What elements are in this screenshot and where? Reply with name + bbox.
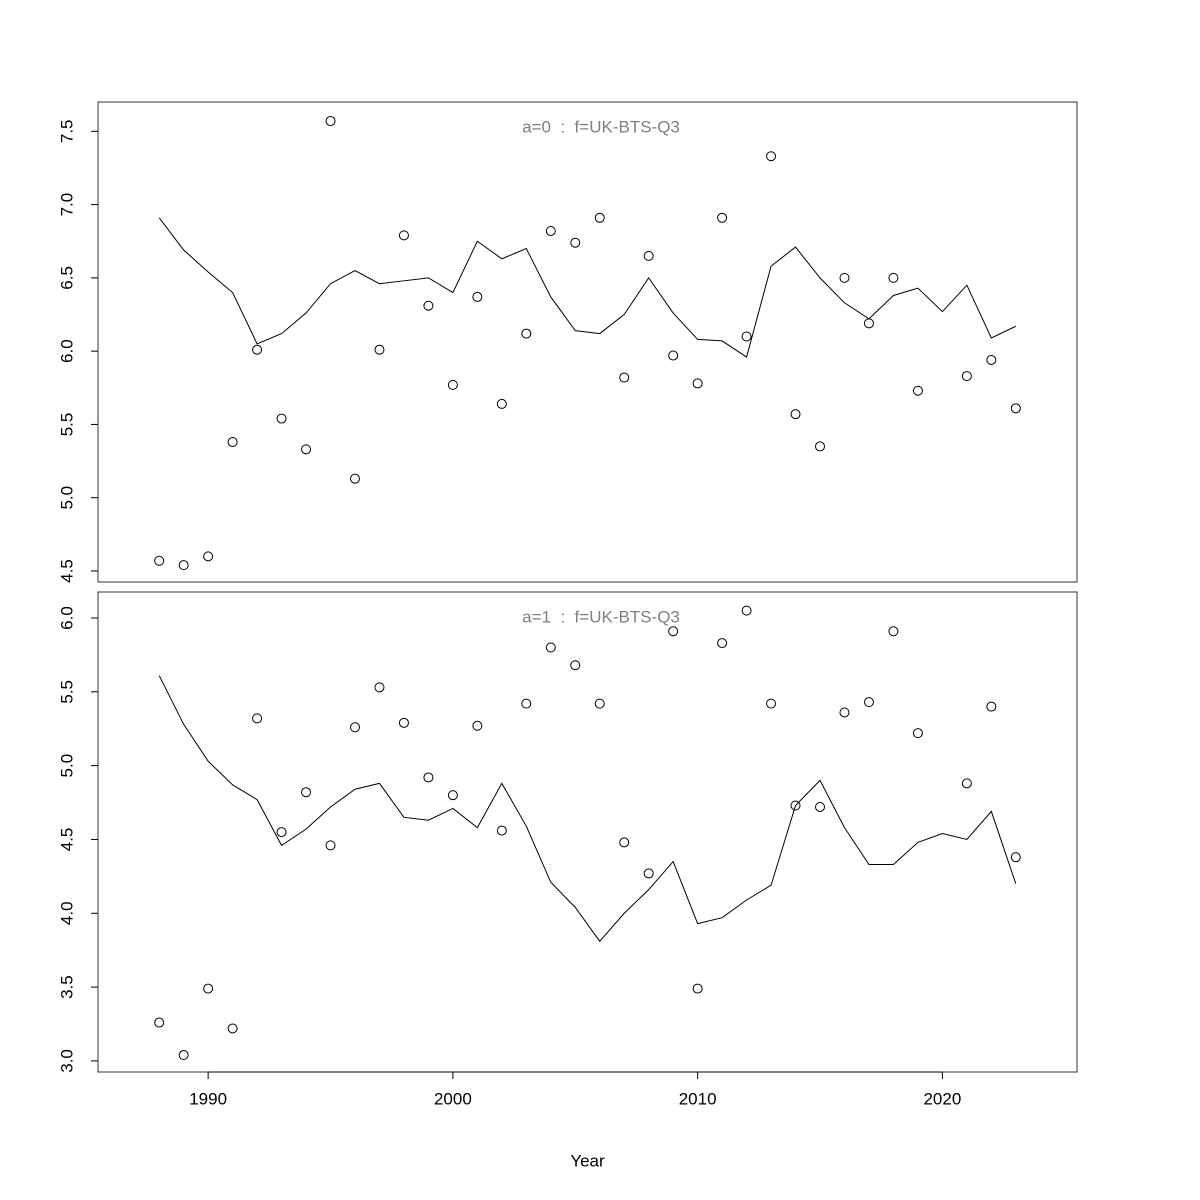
data-point	[912, 728, 923, 739]
plot-frame	[97, 101, 1078, 583]
x-tick-label: 1990	[189, 1089, 227, 1108]
data-point	[374, 682, 385, 693]
data-point	[766, 151, 777, 162]
data-point	[888, 626, 899, 637]
data-point	[594, 212, 605, 223]
y-tick-label: 4.5	[57, 559, 76, 583]
y-tick-label: 6.0	[57, 339, 76, 363]
data-point	[839, 707, 850, 718]
data-point	[619, 372, 630, 383]
data-point	[741, 605, 752, 616]
data-point	[496, 398, 507, 409]
data-point	[521, 698, 532, 709]
data-point	[961, 778, 972, 789]
data-point	[1010, 403, 1021, 414]
data-point	[790, 800, 801, 811]
data-point	[986, 701, 997, 712]
data-point	[154, 1017, 165, 1028]
data-point	[227, 437, 238, 448]
y-tick-label: 6.0	[57, 606, 76, 630]
data-line	[158, 675, 1017, 943]
data-point	[839, 272, 850, 283]
data-point	[447, 790, 458, 801]
x-tick-label: 2000	[434, 1089, 472, 1108]
data-point	[178, 1050, 189, 1061]
data-point	[961, 371, 972, 382]
data-point	[154, 555, 165, 566]
data-line	[158, 217, 1017, 358]
data-point	[349, 722, 360, 733]
data-point	[301, 444, 312, 455]
data-point	[912, 385, 923, 396]
data-point	[863, 697, 874, 708]
data-point	[203, 551, 214, 562]
data-point	[668, 350, 679, 361]
data-point	[325, 840, 336, 851]
data-point	[423, 300, 434, 311]
data-point	[398, 230, 409, 241]
data-point	[717, 212, 728, 223]
data-point	[227, 1023, 238, 1034]
data-point	[986, 354, 997, 365]
data-point	[1010, 852, 1021, 863]
panel-title: a=1 : f=UK-BTS-Q3	[522, 607, 680, 626]
data-point	[741, 331, 752, 342]
data-point	[570, 660, 581, 671]
y-tick-label: 3.5	[57, 975, 76, 999]
data-point	[643, 868, 654, 879]
data-point	[301, 787, 312, 798]
data-point	[203, 983, 214, 994]
data-point	[619, 837, 630, 848]
data-point	[398, 717, 409, 728]
data-point	[692, 983, 703, 994]
data-point	[888, 272, 899, 283]
data-point	[717, 638, 728, 649]
y-tick-label: 5.5	[57, 413, 76, 437]
data-point	[815, 801, 826, 812]
plot-frame	[97, 591, 1078, 1073]
x-tick-label: 2010	[679, 1089, 717, 1108]
data-point	[178, 560, 189, 571]
data-point	[252, 344, 263, 355]
data-point	[521, 328, 532, 339]
data-point	[815, 441, 826, 452]
y-tick-label: 6.5	[57, 266, 76, 290]
data-point	[790, 409, 801, 420]
y-tick-label: 5.0	[57, 754, 76, 778]
data-point	[276, 413, 287, 424]
y-tick-label: 3.0	[57, 1049, 76, 1073]
y-tick-label: 4.5	[57, 828, 76, 852]
data-point	[252, 713, 263, 724]
data-point	[863, 318, 874, 329]
x-axis-label: Year	[570, 1151, 605, 1170]
data-point	[545, 225, 556, 236]
panel-title: a=0 : f=UK-BTS-Q3	[522, 117, 680, 136]
x-tick-label: 2020	[923, 1089, 961, 1108]
y-tick-label: 5.0	[57, 486, 76, 510]
data-point	[545, 642, 556, 653]
data-point	[423, 772, 434, 783]
data-point	[766, 698, 777, 709]
data-point	[496, 825, 507, 836]
y-tick-label: 4.0	[57, 901, 76, 925]
data-point	[472, 720, 483, 731]
y-tick-label: 7.0	[57, 193, 76, 217]
data-point	[447, 379, 458, 390]
y-tick-label: 7.5	[57, 119, 76, 143]
data-point	[643, 250, 654, 261]
data-point	[692, 378, 703, 389]
data-point	[349, 473, 360, 484]
data-point	[668, 626, 679, 637]
y-tick-label: 5.5	[57, 680, 76, 704]
data-point	[570, 237, 581, 248]
data-point	[325, 116, 336, 127]
data-point	[276, 827, 287, 838]
data-point	[594, 698, 605, 709]
data-point	[374, 344, 385, 355]
data-point	[472, 291, 483, 302]
